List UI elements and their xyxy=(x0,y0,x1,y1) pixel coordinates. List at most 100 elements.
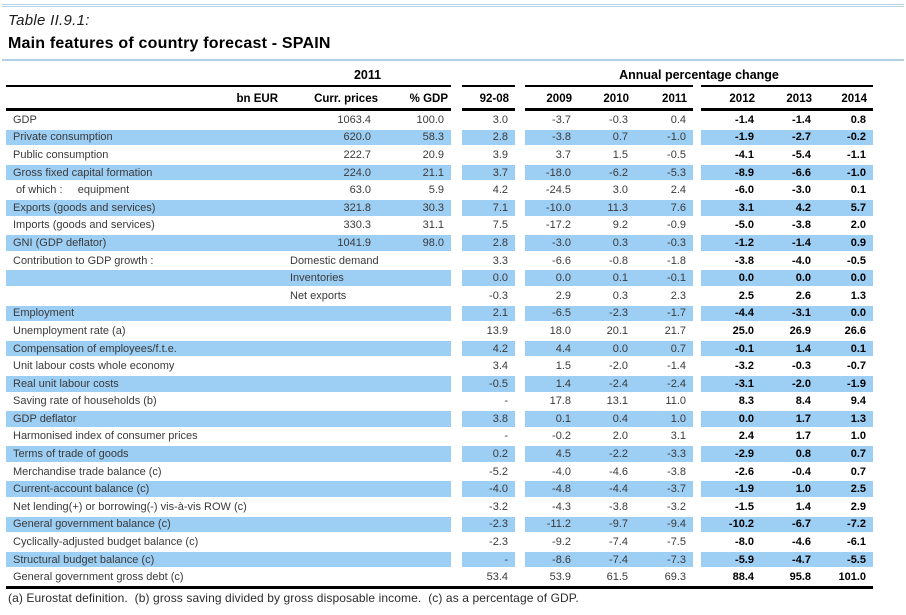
row-label: GDP deflator xyxy=(6,410,284,428)
cell-2012: -4.1 xyxy=(735,148,754,161)
table-row: GNI (GDP deflator) 1041.9 98.0 2.8 -3.0 … xyxy=(6,234,873,252)
cell-2009: 18.0 xyxy=(549,324,571,337)
table-number: Table II.9.1: xyxy=(8,12,90,29)
cell-curr-prices xyxy=(284,515,378,534)
cell-2013: 0.0 xyxy=(761,269,818,287)
cell-2010: 0.4 xyxy=(578,410,635,428)
row-label: Unit labour costs whole economy xyxy=(13,360,175,373)
table-row: Cyclically-adjusted budget balance (c) -… xyxy=(6,533,873,551)
header-rule-lower xyxy=(6,108,873,111)
row-label: General government gross debt (c) xyxy=(13,571,184,584)
cell-2010: 0.7 xyxy=(578,128,635,147)
cell-curr-prices: 224.0 xyxy=(284,163,378,182)
cell-2012: -1.5 xyxy=(735,500,754,513)
column-gutter xyxy=(515,498,525,516)
cell-2014: -0.7 xyxy=(847,360,866,373)
column-gutter xyxy=(515,146,525,164)
column-gutter xyxy=(451,340,462,358)
column-gutter xyxy=(693,340,701,358)
cell-curr-prices xyxy=(284,463,378,481)
cell-pct-gdp xyxy=(378,550,451,569)
column-gutter xyxy=(451,463,462,481)
cell-2011: -1.8 xyxy=(667,254,686,267)
cell-2009: -0.2 xyxy=(552,430,571,443)
cell-92-08: 2.1 xyxy=(462,304,515,323)
cell-92-08: 3.4 xyxy=(492,360,508,373)
row-label: Merchandise trade balance (c) xyxy=(13,465,162,478)
cell-2010: -2.3 xyxy=(578,304,635,323)
cell-2013: 26.9 xyxy=(789,324,811,337)
cell-2011: -3.3 xyxy=(635,445,693,463)
column-gutter xyxy=(693,463,701,481)
cell-2009: 0.1 xyxy=(525,410,578,428)
column-gutter xyxy=(693,480,701,498)
cell-pct-gdp xyxy=(378,339,451,358)
cell-92-08: -2.3 xyxy=(489,536,508,549)
cell-2011: -1.7 xyxy=(635,304,693,323)
column-gutter xyxy=(451,146,462,164)
column-gutter xyxy=(451,234,462,252)
column-gutter xyxy=(693,305,701,323)
rule-segment xyxy=(525,85,693,87)
cell-92-08: -4.0 xyxy=(462,480,515,499)
column-gutter xyxy=(515,533,525,551)
cell-2009: -3.0 xyxy=(525,234,578,252)
cell-2013: -5.4 xyxy=(792,148,811,161)
cell-2014: 0.7 xyxy=(818,445,873,463)
cell-2014: 0.1 xyxy=(850,184,866,197)
cell-2011: -0.5 xyxy=(667,148,686,161)
cell-2012: -1.9 xyxy=(701,480,761,499)
column-gutter xyxy=(693,111,701,129)
cell-2009: 2.9 xyxy=(555,289,571,302)
cell-2014: 9.4 xyxy=(850,395,866,408)
cell-2011: 1.0 xyxy=(635,410,693,428)
cell-2013: -4.0 xyxy=(792,254,811,267)
row-label xyxy=(6,269,284,287)
column-gutter xyxy=(515,428,525,446)
row-label: General government balance (c) xyxy=(6,515,284,534)
cell-pct-gdp: 58.3 xyxy=(378,128,451,147)
row-label: Compensation of employees/f.t.e. xyxy=(6,339,284,358)
table-row: Public consumption 222.7 20.9 3.9 3.7 1.… xyxy=(6,146,873,164)
cell-2014: -1.0 xyxy=(818,163,873,182)
cell-2011: -2.4 xyxy=(635,374,693,393)
table-row: Contribution to GDP growth : Domestic de… xyxy=(6,252,873,270)
row-label: Terms of trade of goods xyxy=(6,445,284,463)
cell-curr-prices xyxy=(284,374,378,393)
cell-pct-gdp xyxy=(378,357,451,375)
cell-2011: 3.1 xyxy=(670,430,686,443)
column-gutter xyxy=(451,357,462,375)
cell-2011: -0.1 xyxy=(635,269,693,287)
column-gutter xyxy=(451,129,462,147)
column-gutter xyxy=(515,234,525,252)
cell-2011: 0.4 xyxy=(670,113,686,126)
cell-2012: -4.4 xyxy=(701,304,761,323)
cell-2012: -2.6 xyxy=(735,465,754,478)
cell-curr-prices: 222.7 xyxy=(343,148,371,161)
column-gutter xyxy=(451,217,462,235)
cell-2010: -2.0 xyxy=(609,360,628,373)
cell-92-08: -0.5 xyxy=(462,374,515,393)
group-header-annual-change: Annual percentage change xyxy=(619,68,779,82)
column-gutter xyxy=(693,129,701,147)
cell-2010: -4.4 xyxy=(578,480,635,499)
row-label: Harmonised index of consumer prices xyxy=(13,430,198,443)
cell-2011: -5.3 xyxy=(635,163,693,182)
cell-2011: -1.0 xyxy=(635,128,693,147)
cell-2014: 0.9 xyxy=(818,234,873,252)
column-gutter xyxy=(693,551,701,569)
cell-2012: -8.0 xyxy=(735,536,754,549)
header-rule-upper xyxy=(6,85,873,87)
footnote: (a) Eurostat definition. (b) gross savin… xyxy=(8,591,579,605)
cell-2011: -7.5 xyxy=(667,536,686,549)
cell-2010: 0.0 xyxy=(578,339,635,358)
table-row: Merchandise trade balance (c) -5.2 -4.0 … xyxy=(6,463,873,481)
cell-92-08: 0.0 xyxy=(462,269,515,287)
cell-2014: 2.5 xyxy=(818,480,873,499)
column-header-2011: 2011 xyxy=(662,93,687,105)
table-row: Saving rate of households (b) - 17.8 13.… xyxy=(6,393,873,411)
cell-curr-prices: 321.8 xyxy=(284,198,378,217)
column-gutter xyxy=(451,199,462,217)
row-label: Net lending(+) or borrowing(-) vis-à-vis… xyxy=(13,500,247,513)
cell-curr-prices xyxy=(284,304,378,323)
